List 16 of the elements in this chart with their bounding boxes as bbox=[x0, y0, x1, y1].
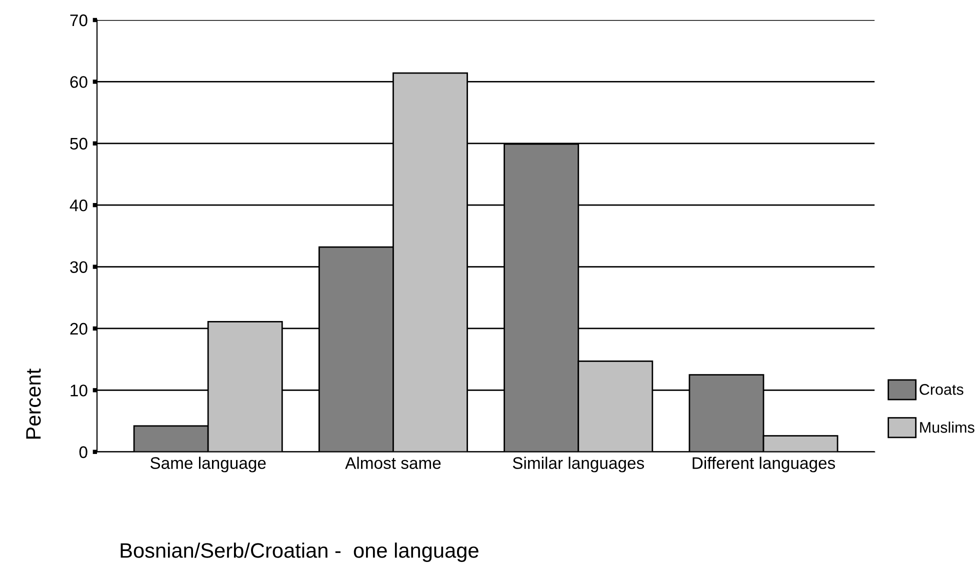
y-tick-label: 30 bbox=[70, 261, 88, 273]
x-tick-label: Almost same bbox=[345, 456, 441, 469]
y-tick-label: 10 bbox=[70, 384, 88, 396]
x-tick-label: Same language bbox=[150, 456, 266, 472]
y-tick-label: 20 bbox=[70, 322, 88, 335]
y-tick-label: 0 bbox=[79, 446, 88, 458]
y-tick-label: 60 bbox=[70, 76, 88, 88]
x-tick-label: Similar languages bbox=[512, 456, 644, 472]
legend-label: Muslims bbox=[920, 422, 974, 433]
y-tick-label: 50 bbox=[70, 138, 88, 150]
y-tick-label: 40 bbox=[70, 200, 88, 212]
legend-label: Croats bbox=[920, 384, 964, 395]
y-tick-label: 70 bbox=[70, 14, 88, 26]
x-tick-label: Different languages bbox=[692, 456, 836, 472]
y-axis-title: Percent bbox=[26, 368, 41, 439]
x-axis-title: Bosnian/Serb/Croatian - one language bbox=[120, 542, 478, 562]
